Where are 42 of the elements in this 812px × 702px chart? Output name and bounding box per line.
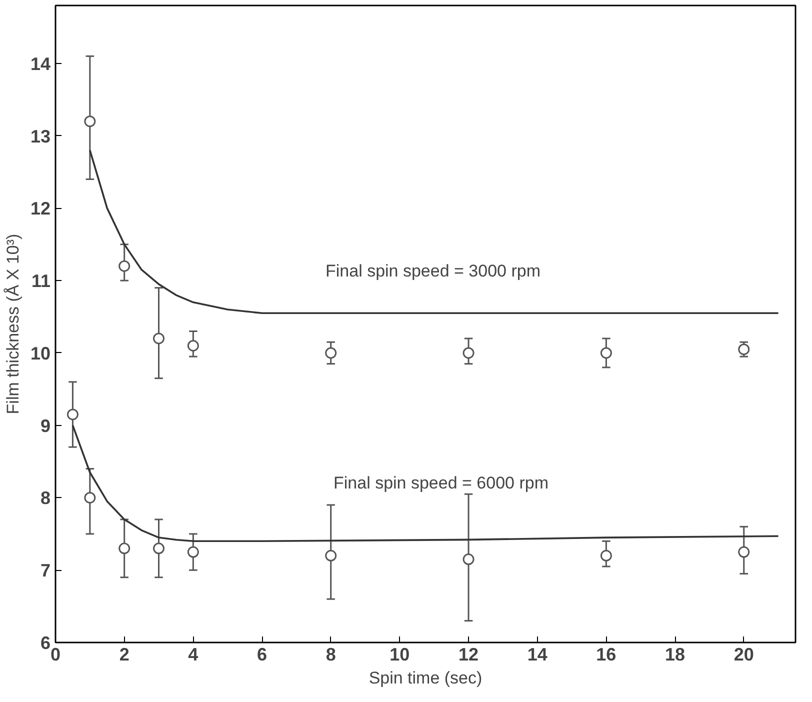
- x-tick-label: 12: [458, 644, 479, 664]
- point: [462, 347, 474, 359]
- point: [738, 546, 750, 558]
- point: [187, 546, 199, 558]
- point: [118, 260, 130, 272]
- y-tick-label: 8: [40, 488, 51, 508]
- annotation: Final spin speed = 6000 rpm: [334, 474, 548, 492]
- y-tick-label: 9: [40, 416, 51, 436]
- point: [600, 347, 612, 359]
- x-axis-title: Spin time (sec): [368, 668, 482, 688]
- x-tick-label: 0: [50, 644, 61, 664]
- point: [187, 340, 199, 352]
- x-tick-label: 8: [326, 644, 336, 664]
- point: [84, 492, 96, 504]
- line-series: [89, 149, 780, 314]
- point: [325, 347, 337, 359]
- point: [600, 550, 612, 562]
- y-tick-label: 7: [40, 560, 51, 581]
- x-tick-label: 2: [119, 644, 130, 664]
- y-tick-label: 12: [30, 198, 51, 219]
- x-tick-label: 18: [665, 644, 686, 664]
- annotation: Final spin speed = 3000 rpm: [326, 262, 540, 280]
- x-tick-label: 6: [257, 644, 268, 664]
- x-tick-label: 16: [596, 644, 616, 664]
- x-tick-label: 20: [734, 644, 754, 664]
- x-tick-label: 10: [390, 644, 410, 664]
- y-tick-label: 14: [30, 54, 51, 74]
- point: [153, 542, 165, 554]
- point: [66, 408, 78, 420]
- y-tick-label: 11: [31, 271, 51, 292]
- x-tick-label: 4: [188, 644, 198, 664]
- point: [325, 550, 337, 562]
- point: [84, 116, 96, 128]
- point: [153, 332, 165, 344]
- y-tick-label: 13: [30, 126, 51, 146]
- point: [462, 554, 474, 565]
- point: [738, 344, 750, 356]
- line-series: [72, 424, 780, 542]
- y-tick-label: 10: [30, 343, 51, 364]
- y-axis-title: Film thickness (Å X 10³): [3, 234, 22, 414]
- point: [118, 542, 130, 554]
- x-tick-label: 14: [527, 644, 548, 664]
